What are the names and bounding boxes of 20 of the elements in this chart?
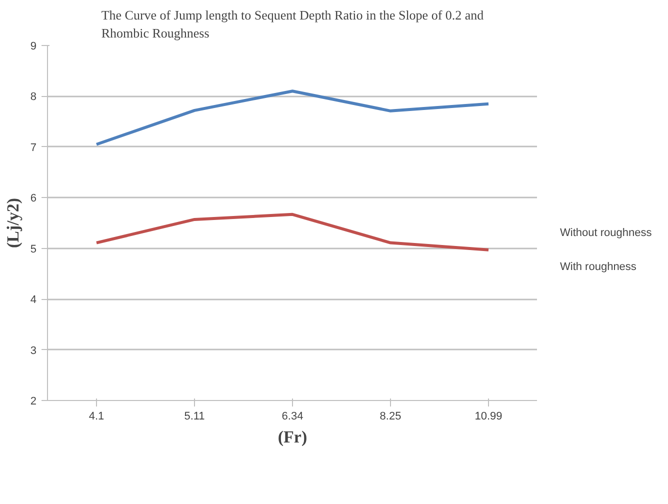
- x-axis-title: (Fr): [278, 428, 308, 446]
- line-series: [95, 212, 490, 252]
- x-tick-label: 4.1: [88, 410, 104, 422]
- y-tick-label: 3: [30, 344, 37, 357]
- text: With roughness: [560, 261, 636, 273]
- y-tick-label: 5: [30, 243, 37, 256]
- y-tick-label: 4: [30, 294, 37, 306]
- y-axis-title: (Lj/y2): [3, 198, 22, 248]
- x-tick-label: 8.25: [380, 410, 402, 422]
- chart-title: The Curve of Jump length to Sequent Depth Ratio in the Slope of 0.2 and Rhombic Roughness: [101, 8, 484, 40]
- x-tick-label: 6.34: [282, 410, 304, 422]
- x-tick-label: 10.99: [474, 410, 502, 422]
- x-tick-label: 5.11: [184, 410, 205, 422]
- y-tick-label: 8: [30, 91, 37, 104]
- y-tick-label: 2: [30, 396, 37, 408]
- line-series: [95, 90, 490, 146]
- y-tick-label: 9: [30, 40, 37, 52]
- y-tick-label: 6: [30, 192, 37, 205]
- y-tick-label: 7: [30, 142, 37, 154]
- text: Without roughness: [560, 227, 652, 239]
